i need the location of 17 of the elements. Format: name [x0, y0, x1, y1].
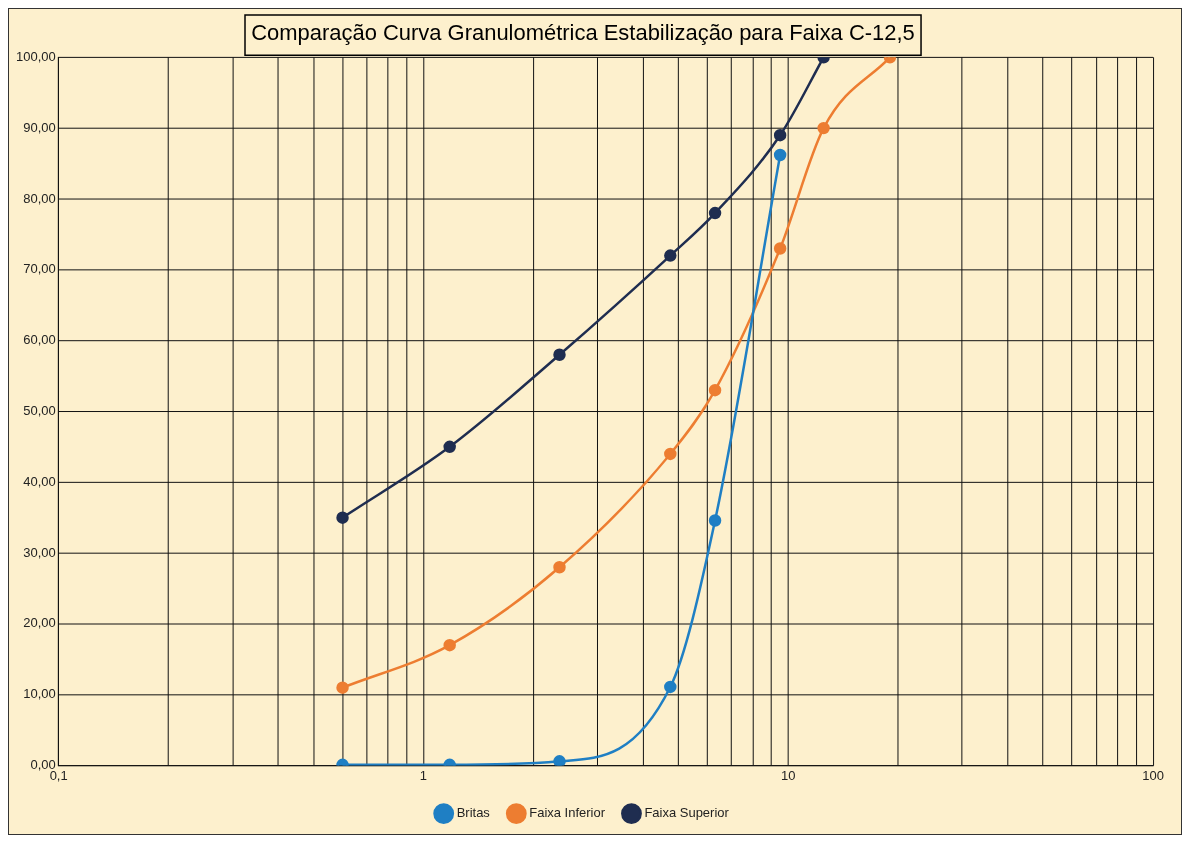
legend-label: Britas — [456, 805, 491, 821]
legend-label: Faixa Superior — [644, 805, 730, 821]
y-tick-label: 100,00 — [16, 48, 56, 64]
y-tick-label: 80,00 — [23, 190, 56, 206]
x-tick-label: 100 — [1142, 767, 1164, 783]
y-tick-label: 10,00 — [23, 686, 56, 702]
y-tick-label: 20,00 — [23, 615, 56, 631]
y-tick-label: 60,00 — [23, 332, 56, 348]
x-tick-label: 10 — [781, 767, 796, 783]
chart-title: Comparação Curva Granulométrica Estabilização para Faixa C-12,5 — [251, 20, 915, 46]
y-tick-label: 70,00 — [23, 261, 56, 277]
legend-label: Faixa Inferior — [529, 805, 606, 821]
y-tick-label: 40,00 — [23, 473, 56, 489]
x-tick-label: 1 — [419, 767, 428, 783]
y-tick-label: 30,00 — [23, 544, 56, 560]
y-tick-label: 90,00 — [23, 119, 56, 135]
y-tick-label: 50,00 — [23, 403, 56, 418]
